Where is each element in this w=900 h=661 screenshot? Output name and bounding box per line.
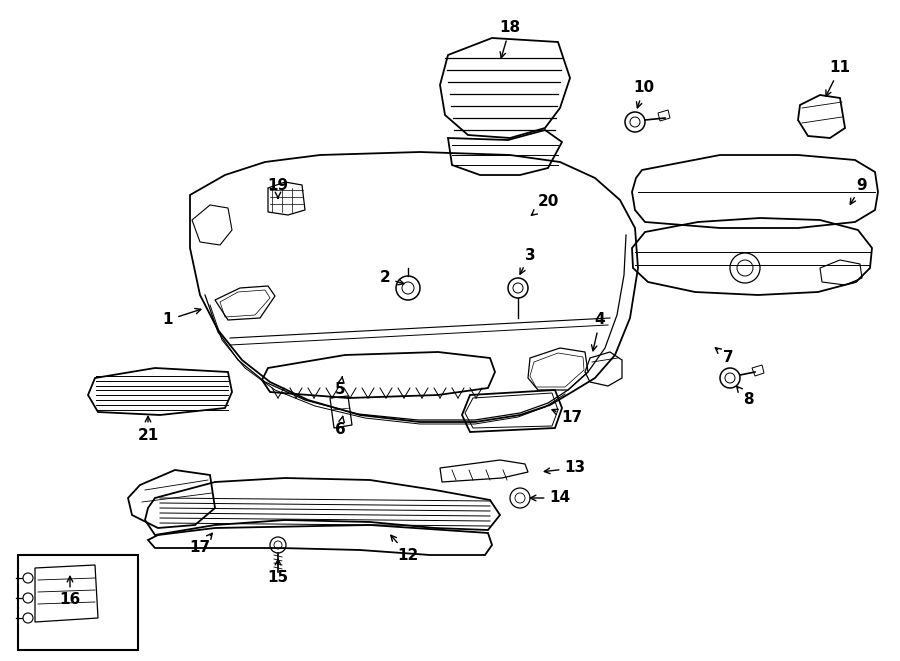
Text: 18: 18	[500, 20, 520, 58]
Text: 15: 15	[267, 559, 289, 586]
Text: 17: 17	[189, 533, 212, 555]
Text: 7: 7	[716, 348, 733, 366]
Text: 12: 12	[391, 535, 419, 563]
Text: 6: 6	[335, 416, 346, 438]
Text: 20: 20	[531, 194, 559, 215]
Text: 8: 8	[737, 386, 753, 407]
Bar	[18, 555, 138, 650]
Text: 5: 5	[335, 377, 346, 397]
Text: 9: 9	[850, 178, 868, 204]
Text: 10: 10	[634, 81, 654, 108]
Text: 19: 19	[267, 178, 289, 198]
Text: 2: 2	[380, 270, 404, 286]
Text: 17: 17	[552, 409, 582, 426]
Text: 3: 3	[520, 247, 536, 274]
Text: 21: 21	[138, 416, 158, 442]
Text: 11: 11	[826, 61, 850, 96]
Text: 14: 14	[530, 490, 571, 506]
Text: 13: 13	[544, 461, 586, 475]
Text: 1: 1	[163, 309, 201, 327]
Text: 4: 4	[591, 313, 606, 351]
Text: 16: 16	[59, 576, 81, 607]
